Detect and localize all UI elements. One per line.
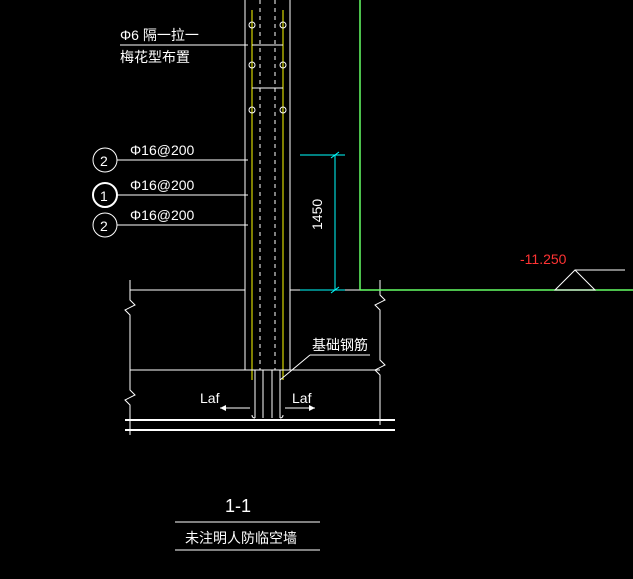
laf-left: Laf [200,390,250,411]
tie-bar-hooks [249,22,286,113]
svg-text:梅花型布置: 梅花型布置 [120,49,190,65]
callout-1: 2 Φ16@200 [93,142,248,172]
svg-text:Φ16@200: Φ16@200 [130,142,195,158]
svg-text:Laf: Laf [200,390,220,406]
callout-3: 2 Φ16@200 [93,207,248,237]
svg-text:1-1: 1-1 [225,496,251,516]
title-block: 1-1 未注明人防临空墙 [175,496,320,550]
elevation-label: -11.250 [520,251,567,267]
callout-2: 1 Φ16@200 [93,177,248,207]
svg-text:2: 2 [100,153,108,169]
svg-text:2: 2 [100,218,108,234]
cad-drawing: -11.250 1450 Φ6 隔一拉一 梅花型布置 2 Φ16@200 1 Φ… [0,0,633,579]
dim-1450-label: 1450 [309,199,325,230]
ground-line [360,0,633,290]
svg-text:基础钢筋: 基础钢筋 [312,337,368,353]
foundation-rebar-note: 基础钢筋 [280,337,370,380]
tie-bar-note: Φ6 隔一拉一 梅花型布置 [120,27,248,65]
svg-text:未注明人防临空墙: 未注明人防临空墙 [185,530,297,546]
laf-right: Laf [285,390,315,411]
svg-text:Φ16@200: Φ16@200 [130,207,195,223]
svg-text:1: 1 [100,188,108,204]
wall-section [245,0,290,380]
svg-text:Φ16@200: Φ16@200 [130,177,195,193]
svg-text:Laf: Laf [292,390,312,406]
svg-text:Φ6 隔一拉一: Φ6 隔一拉一 [120,27,199,43]
